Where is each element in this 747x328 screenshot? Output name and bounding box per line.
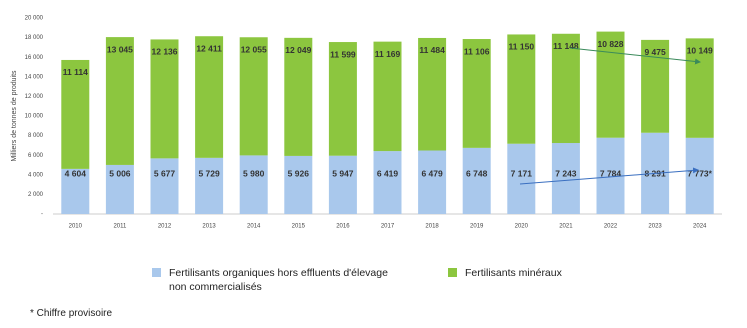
data-label: 5 980 <box>243 168 265 178</box>
y-tick-label: 14 000 <box>25 74 44 80</box>
legend-label: Fertilisants minéraux <box>465 267 562 279</box>
data-label: 11 114 <box>63 67 88 77</box>
chart: Milliers de tonnes de produits - 2 000 4 0… <box>11 16 722 230</box>
data-label: 12 136 <box>152 47 178 57</box>
data-label: 7 773* <box>687 168 712 178</box>
bar-segment <box>195 36 224 158</box>
data-label: 5 947 <box>332 168 354 178</box>
bar-segment <box>641 39 670 133</box>
y-tick-label: 8 000 <box>28 133 44 139</box>
legend-item: Fertilisants organiques hors effluents d… <box>152 266 402 294</box>
x-tick-label: 2013 <box>202 224 216 230</box>
x-tick-label: 2020 <box>515 224 529 230</box>
y-tick-label: 18 000 <box>25 35 44 41</box>
y-tick-label: 20 000 <box>25 16 44 22</box>
legend-swatch <box>152 268 161 277</box>
data-label: 12 049 <box>285 45 311 55</box>
data-label: 12 411 <box>196 43 222 53</box>
data-label: 6 748 <box>466 168 488 178</box>
data-label: 11 169 <box>375 49 401 59</box>
bar-segment <box>462 147 491 214</box>
data-label: 5 729 <box>198 168 220 178</box>
data-label: 6 419 <box>377 168 399 178</box>
data-label: 4 604 <box>65 168 87 178</box>
data-label: 12 055 <box>241 45 267 55</box>
data-label: 7 243 <box>555 168 577 178</box>
data-label: 11 484 <box>419 45 445 55</box>
bar-segment <box>61 59 90 169</box>
bar-segment <box>284 37 313 156</box>
bar-segment <box>462 39 491 148</box>
bar-segment <box>195 157 224 214</box>
y-tick-label: 6 000 <box>28 153 44 159</box>
footnote: * Chiffre provisoire <box>30 308 113 319</box>
x-tick-label: 2014 <box>247 224 261 230</box>
x-tick-label: 2016 <box>336 224 350 230</box>
bar-segment <box>284 155 313 214</box>
bar-segment <box>551 33 580 144</box>
bar-segment <box>685 38 714 138</box>
x-tick-label: 2010 <box>69 224 83 230</box>
y-tick-label: - <box>41 212 43 218</box>
bar-segment <box>373 41 402 152</box>
y-tick-label: 10 000 <box>25 114 44 120</box>
x-tick-label: 2021 <box>559 224 573 230</box>
x-tick-label: 2018 <box>425 224 439 230</box>
bar-segment <box>105 164 134 214</box>
data-label: 7 784 <box>600 168 622 178</box>
trend-arrow <box>519 167 699 185</box>
data-label: 11 106 <box>464 46 490 56</box>
data-label: 5 677 <box>154 168 176 178</box>
x-tick-label: 2017 <box>381 224 395 230</box>
x-tick-label: 2011 <box>113 224 127 230</box>
bar-segment <box>685 137 714 214</box>
data-label: 10 149 <box>687 46 713 56</box>
data-label: 6 479 <box>421 168 443 178</box>
bar-segment <box>418 150 447 214</box>
data-label: 10 828 <box>598 39 624 49</box>
bar-segment <box>150 39 179 159</box>
data-label: 7 171 <box>511 168 533 178</box>
bar-segment <box>596 31 625 138</box>
data-label: 11 599 <box>330 49 356 59</box>
trend-arrow <box>569 47 701 65</box>
bar-segment <box>507 34 536 144</box>
data-label: 11 148 <box>553 41 579 51</box>
bar-segment <box>150 158 179 214</box>
y-tick-label: 2 000 <box>28 192 44 198</box>
bar-segment <box>551 143 580 214</box>
x-tick-label: 2023 <box>648 224 662 230</box>
bar-segment <box>328 155 357 214</box>
x-tick-label: 2015 <box>292 224 306 230</box>
bar-segment <box>507 143 536 214</box>
bar-segment <box>105 37 134 165</box>
data-label: 5 926 <box>288 168 310 178</box>
bar-segment <box>239 155 268 214</box>
x-tick-label: 2019 <box>470 224 484 230</box>
x-tick-label: 2012 <box>158 224 172 230</box>
y-tick-label: 16 000 <box>25 55 44 61</box>
x-tick-label: 2022 <box>604 224 618 230</box>
y-tick-label: 12 000 <box>25 94 44 100</box>
bar-segment <box>418 37 447 151</box>
legend-swatch <box>448 268 457 277</box>
data-label: 13 045 <box>107 44 133 54</box>
data-label: 9 475 <box>644 47 666 57</box>
legend-item: Fertilisants minéraux <box>448 266 562 280</box>
y-axis-label: Milliers de tonnes de produits <box>11 70 18 162</box>
x-tick-label: 2024 <box>693 224 707 230</box>
bar-segment <box>61 168 90 214</box>
data-label: 11 150 <box>509 42 535 52</box>
legend-label: Fertilisants organiques hors effluents d… <box>169 267 388 293</box>
bar-segment <box>373 151 402 214</box>
data-label: 5 006 <box>109 168 131 178</box>
bar-segment <box>328 42 357 156</box>
y-tick-label: 4 000 <box>28 172 44 178</box>
bar-segment <box>239 37 268 156</box>
